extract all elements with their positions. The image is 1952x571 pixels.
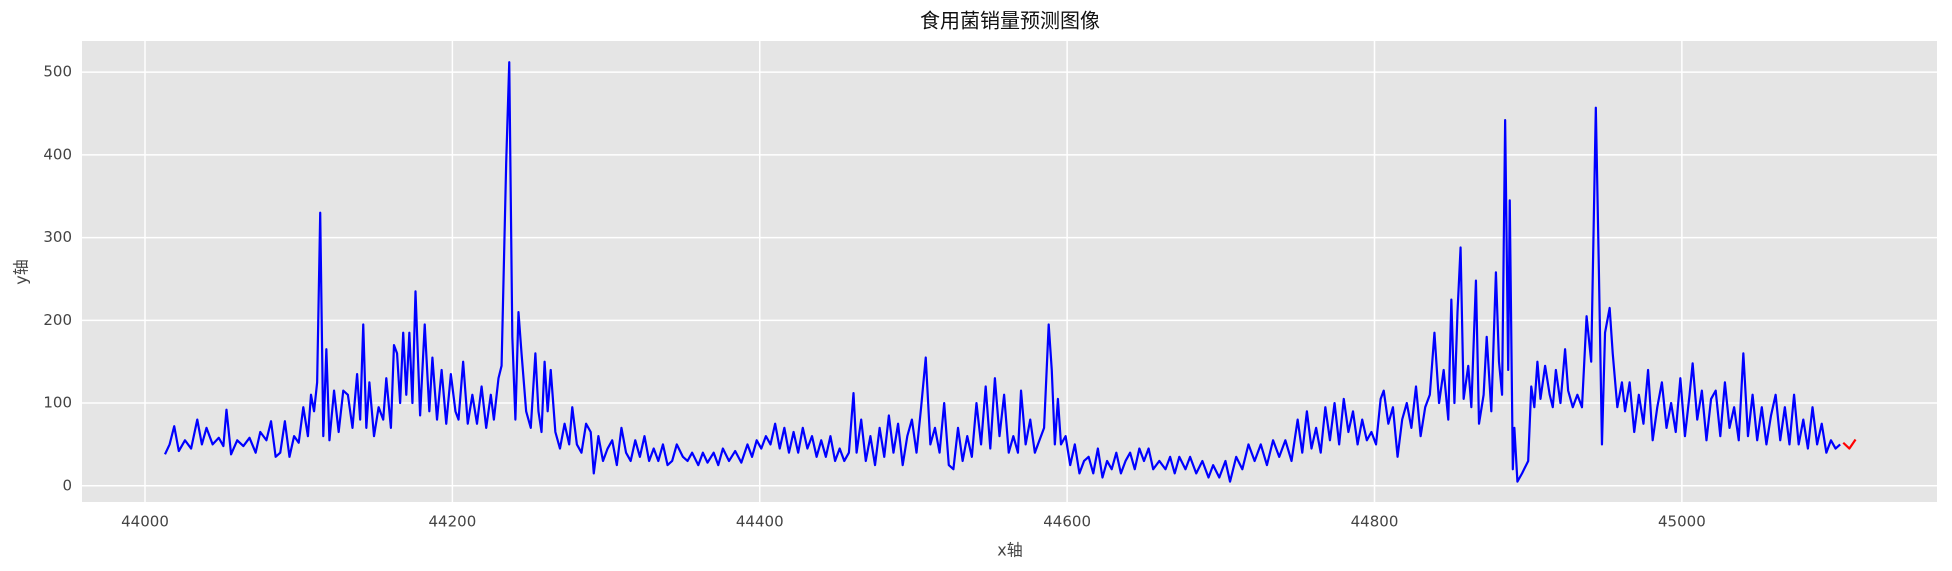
x-tick-label: 44600 bbox=[1043, 513, 1091, 531]
series-line bbox=[163, 61, 1841, 483]
y-tick-label: 100 bbox=[43, 394, 72, 412]
y-tick-label: 400 bbox=[43, 145, 72, 163]
series-line bbox=[1842, 438, 1857, 450]
x-tick-label: 44200 bbox=[429, 513, 477, 531]
x-tick-label: 45000 bbox=[1658, 513, 1706, 531]
y-tick-label: 200 bbox=[43, 311, 72, 329]
chart-title: 食用菌销量预测图像 bbox=[920, 9, 1100, 33]
x-tick-label: 44000 bbox=[121, 513, 169, 531]
lines bbox=[163, 61, 1857, 483]
y-tick-label: 300 bbox=[43, 228, 72, 246]
plot-area bbox=[82, 41, 1937, 502]
x-tick-label: 44800 bbox=[1351, 513, 1399, 531]
y-tick-label: 0 bbox=[62, 476, 72, 494]
x-axis-label: x轴 bbox=[997, 541, 1022, 560]
y-axis-label: y轴 bbox=[12, 259, 31, 284]
x-tick-label: 44400 bbox=[736, 513, 784, 531]
y-tick-label: 500 bbox=[43, 63, 72, 81]
